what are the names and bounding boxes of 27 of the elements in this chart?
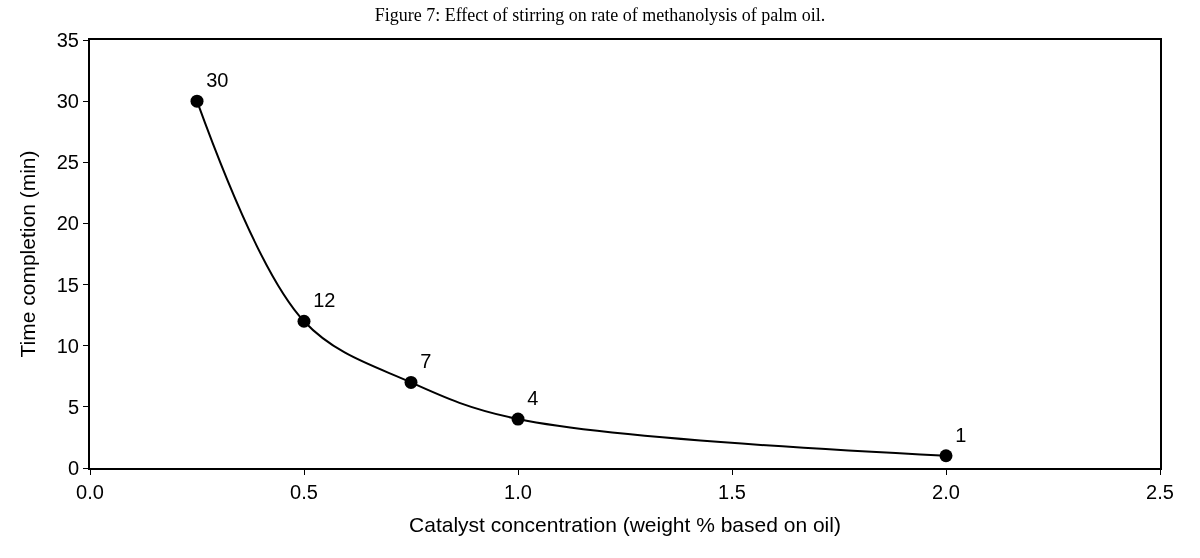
x-tick-label: 1.0: [504, 481, 532, 503]
x-tick-label: 1.5: [718, 481, 746, 503]
point: [297, 314, 311, 328]
data-label: 12: [313, 289, 336, 312]
x-tick-label: 2.0: [932, 481, 960, 503]
y-tick-label: 25: [56, 151, 79, 174]
y-tick-label: 0: [67, 457, 79, 479]
x-axis-title: Catalyst concentration (weight % based on oil): [409, 512, 841, 536]
point: [939, 449, 953, 463]
y-tick-label: 10: [56, 334, 79, 357]
data-label: 1: [955, 423, 967, 446]
y-axis-title: Time completion (min): [16, 150, 40, 358]
x-tick-label: 2.5: [1146, 481, 1174, 503]
point: [404, 375, 418, 389]
point: [190, 94, 204, 108]
data-label: 4: [527, 386, 539, 409]
y-tick-label: 30: [56, 90, 79, 113]
x-tick-label: 0.0: [76, 481, 104, 503]
chart-title: Figure 7: Effect of stirring on rate of methanolysis of palm oil.: [374, 4, 826, 25]
data-label: 30: [206, 69, 229, 92]
data-label: 7: [420, 350, 432, 373]
y-tick-label: 35: [56, 29, 79, 51]
y-tick-label: 5: [67, 395, 79, 418]
point: [511, 412, 525, 426]
x-tick-label: 0.5: [290, 481, 318, 503]
y-tick-label: 20: [56, 212, 79, 235]
y-tick-label: 15: [56, 273, 79, 296]
